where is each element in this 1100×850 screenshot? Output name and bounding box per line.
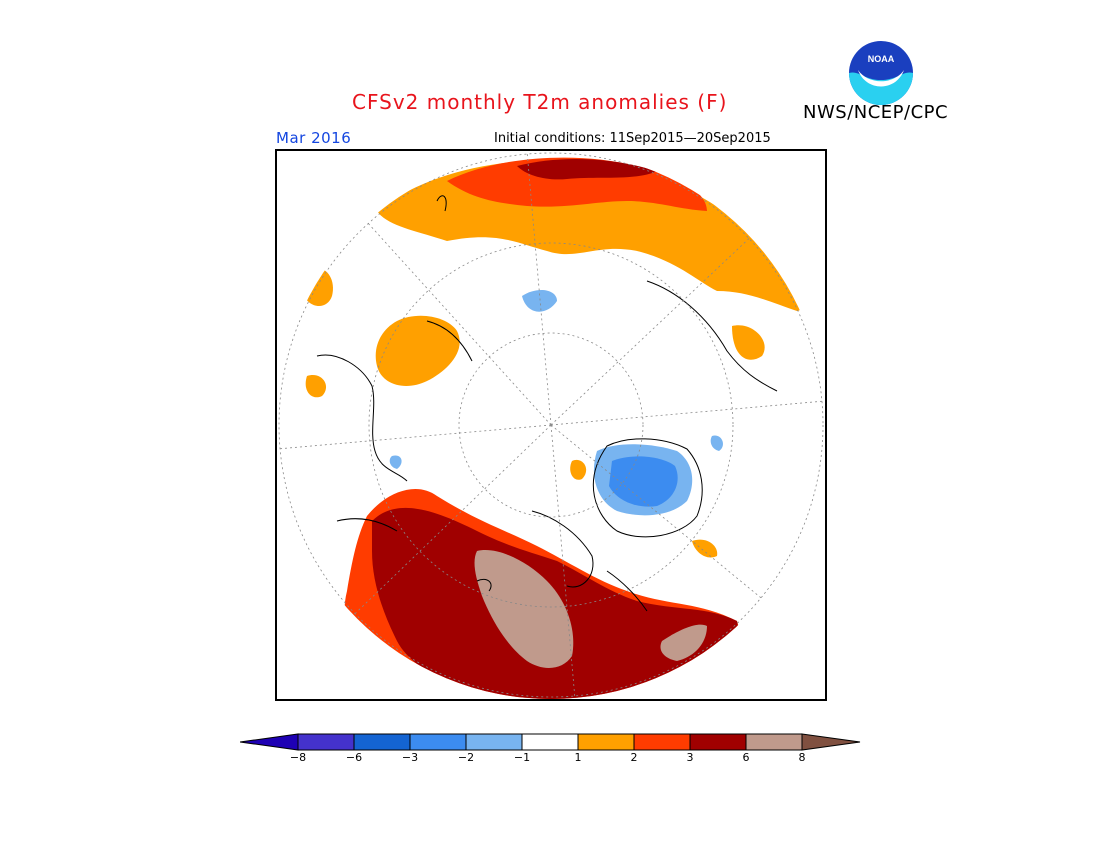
noaa-logo: NOAA	[849, 41, 913, 105]
anomaly-region-namerica-brown	[474, 550, 574, 668]
legend-tick-label: 3	[686, 751, 694, 764]
legend-arrow-low	[240, 733, 299, 751]
agency-label: NWS/NCEP/CPC	[803, 102, 949, 123]
legend-swatch	[353, 733, 411, 751]
legend-tick-label: 8	[798, 751, 806, 764]
legend-swatch	[297, 733, 355, 751]
legend-tick-label: −8	[289, 751, 307, 764]
legend-tick-label: −2	[457, 751, 475, 764]
legend-swatch	[409, 733, 467, 751]
initial-conditions: Initial conditions: 11Sep2015—20Sep2015	[494, 131, 771, 146]
color-legend	[240, 733, 861, 751]
legend-tick-label: −3	[401, 751, 419, 764]
legend-tick-label: −6	[345, 751, 363, 764]
forecast-period: Mar 2016	[276, 129, 352, 147]
legend-arrow-high	[801, 733, 861, 751]
legend-swatch	[633, 733, 691, 751]
logo-text: NOAA	[868, 54, 895, 64]
legend-swatch	[745, 733, 803, 751]
legend-swatch	[689, 733, 747, 751]
legend-swatch	[521, 733, 579, 751]
polar-map	[275, 149, 827, 701]
chart-title: CFSv2 monthly T2m anomalies (F)	[352, 90, 728, 114]
legend-swatch	[577, 733, 635, 751]
legend-swatch	[465, 733, 523, 751]
anomaly-region-blue-small	[522, 289, 557, 312]
legend-tick-label: 1	[574, 751, 582, 764]
legend-tick-label: 2	[630, 751, 638, 764]
anomaly-region-atlantic-orange	[375, 315, 460, 386]
legend-tick-label: 6	[742, 751, 750, 764]
legend-tick-label: −1	[513, 751, 531, 764]
